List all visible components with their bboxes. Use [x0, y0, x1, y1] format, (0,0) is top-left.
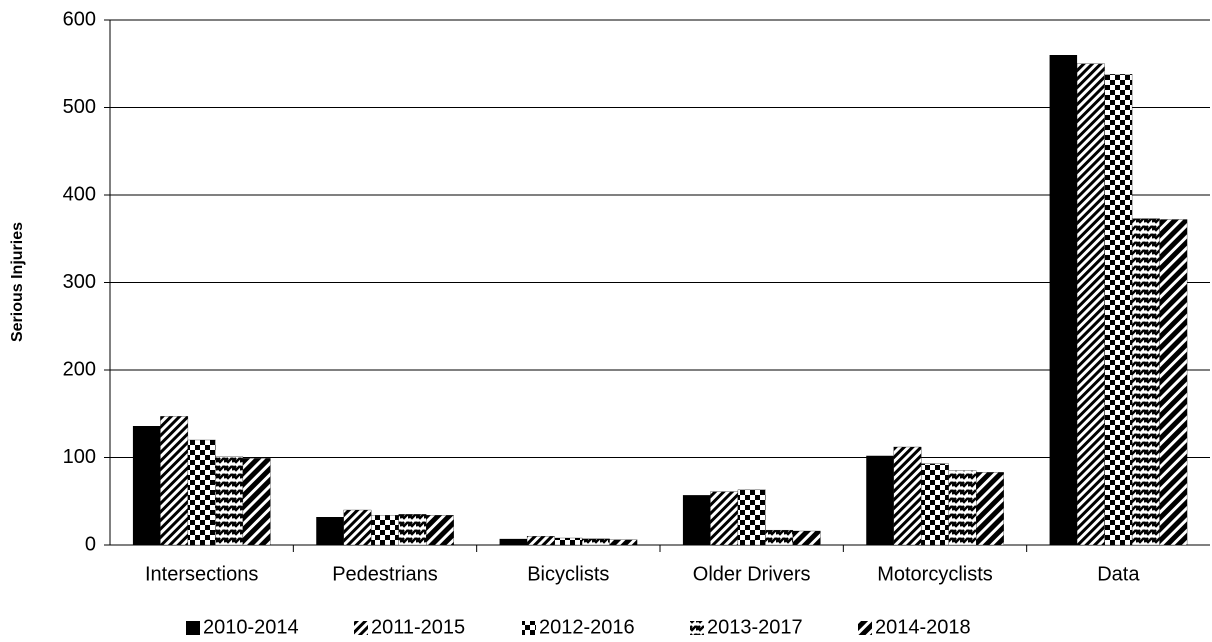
legend-swatch [186, 621, 200, 635]
y-tick-label: 600 [63, 8, 96, 30]
bar [316, 517, 344, 545]
bar [948, 470, 977, 546]
x-tick-label: Data [1097, 563, 1140, 585]
legend-swatch [858, 621, 872, 635]
y-tick-label: 400 [63, 183, 96, 205]
bar [1131, 218, 1160, 546]
x-tick-label: Older Drivers [693, 563, 811, 585]
bar [1159, 219, 1188, 546]
bar [710, 491, 739, 546]
legend-swatch [354, 621, 368, 635]
bar [893, 446, 922, 546]
legend-swatch [522, 621, 536, 635]
legend-label: 2012-2016 [539, 616, 635, 638]
bar [398, 514, 427, 546]
bar [765, 529, 794, 546]
y-axis-label: Serious Injuries [9, 222, 26, 342]
legend-label: 2010-2014 [203, 616, 299, 638]
bar [554, 537, 583, 546]
bar [682, 495, 711, 545]
bar [792, 530, 821, 546]
x-tick-label: Pedestrians [332, 563, 438, 585]
bar [976, 472, 1004, 546]
x-tick-label: Motorcyclists [877, 563, 993, 585]
bar [1104, 74, 1133, 546]
bar [581, 538, 610, 546]
bar [609, 539, 638, 546]
bar [921, 463, 949, 546]
bar [160, 416, 189, 546]
legend-label: 2011-2015 [371, 616, 465, 638]
y-tick-label: 200 [63, 358, 96, 380]
bar [737, 489, 766, 546]
x-tick-label: Intersections [145, 563, 258, 585]
y-tick-label: 100 [63, 446, 96, 468]
bar [215, 456, 244, 546]
bar [866, 455, 894, 545]
y-tick-label: 0 [85, 533, 96, 555]
bar [343, 509, 372, 546]
bar [242, 458, 271, 546]
bar [132, 426, 161, 545]
legend-swatch [690, 621, 704, 635]
bar [371, 515, 399, 546]
bar [187, 439, 216, 546]
y-tick-label: 300 [63, 271, 96, 293]
legend-label: 2014-2018 [875, 616, 971, 638]
bar [1076, 63, 1105, 546]
bar [526, 536, 555, 546]
bar [426, 515, 454, 546]
bar [499, 538, 528, 545]
y-tick-label: 500 [63, 96, 96, 118]
x-tick-label: Bicyclists [527, 563, 609, 585]
bar [1049, 55, 1078, 545]
legend-label: 2013-2017 [707, 616, 803, 638]
